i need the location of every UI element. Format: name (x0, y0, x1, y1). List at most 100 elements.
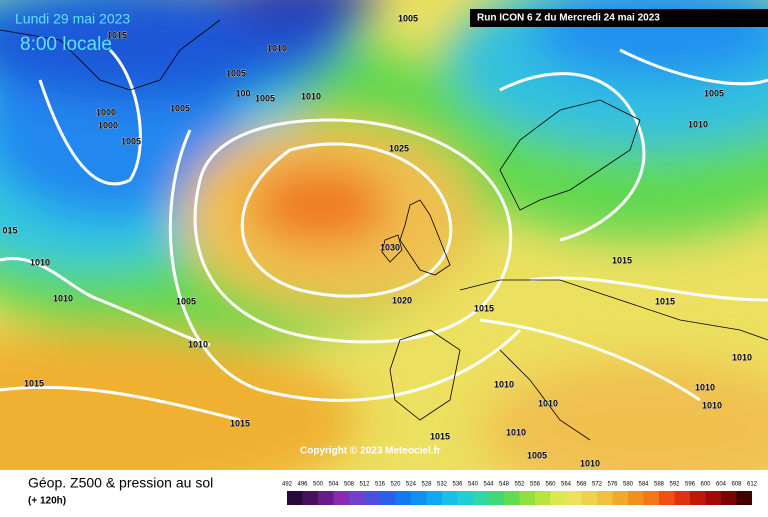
colorbar-swatch (457, 491, 473, 505)
colorbar-swatch (612, 491, 628, 505)
colorbar-label: 516 (375, 482, 386, 488)
colorbar-swatch (736, 491, 752, 505)
colorbar-label: 508 (344, 482, 355, 488)
isobar-label: 1010 (30, 257, 50, 267)
isobar-label: 1000 (98, 120, 118, 130)
colorbar-swatch (442, 491, 458, 505)
colorbar-label: 600 (700, 482, 711, 488)
isobar-label: 1010 (702, 400, 722, 410)
colorbar-label: 528 (421, 482, 432, 488)
colorbar-swatch (581, 491, 597, 505)
isobar-label: 1010 (732, 352, 752, 362)
colorbar-swatch (643, 491, 659, 505)
colorbar-label: 568 (576, 482, 587, 488)
date: Lundi 29 mai 2023 (15, 11, 130, 27)
colorbar: 492 496 500 504 508 512 516 520 524 528 532 536 540 5… (282, 482, 758, 505)
isobar-label: 1005 (170, 103, 190, 113)
colorbar-swatch (411, 491, 427, 505)
colorbar-label: 592 (669, 482, 680, 488)
colorbar-label: 540 (468, 482, 479, 488)
isobar-label: 1010 (53, 293, 73, 303)
colorbar-label: 556 (530, 482, 541, 488)
isobar-label: 1005 (176, 296, 196, 306)
colorbar-label: 584 (638, 482, 649, 488)
isobar-label: 1015 (107, 30, 127, 40)
isobar-label: 1005 (121, 136, 141, 146)
colorbar-label: 608 (731, 482, 742, 488)
colorbar-swatch (318, 491, 334, 505)
colorbar-swatch (504, 491, 520, 505)
colorbar-label: 596 (685, 482, 696, 488)
colorbar-swatch (302, 491, 318, 505)
time: 8:00 locale (20, 34, 112, 55)
isobar-label: 1015 (474, 303, 494, 313)
isobar-label: 100 (235, 88, 250, 98)
isobar-label: 1010 (506, 427, 526, 437)
colorbar-swatch (333, 491, 349, 505)
colorbar-swatch (597, 491, 613, 505)
isobar-label: 1005 (255, 93, 275, 103)
colorbar-swatch (690, 491, 706, 505)
colorbar-label: 576 (607, 482, 618, 488)
colorbar-label: 544 (483, 482, 494, 488)
legend-title: Géop. Z500 & pression au sol (28, 475, 213, 491)
colorbar-label: 548 (499, 482, 510, 488)
colorbar-swatch (659, 491, 675, 505)
colorbar-swatch (287, 491, 303, 505)
isobar-label: 1030 (380, 242, 400, 252)
colorbar-swatch (519, 491, 535, 505)
isobar-label: 1005 (398, 13, 418, 23)
isobar-label: 1010 (301, 91, 321, 101)
isobars (0, 48, 768, 422)
isobar-label: 1005 (226, 68, 246, 78)
colorbar-label: 520 (390, 482, 401, 488)
isobar-label: 1015 (230, 418, 250, 428)
coastlines (0, 19, 768, 441)
colorbar-swatch (488, 491, 504, 505)
colorbar-swatch (426, 491, 442, 505)
colorbar-label: 532 (437, 482, 448, 488)
colorbar-label: 552 (514, 482, 525, 488)
colorbar-swatch (380, 491, 396, 505)
colorbar-label: 492 (282, 482, 293, 488)
colorbar-swatch (349, 491, 365, 505)
run-box (470, 9, 768, 27)
isobar-label: 1020 (392, 295, 412, 305)
colorbar-label: 560 (545, 482, 556, 488)
colorbar-label: 524 (406, 482, 417, 488)
isobar-label: 1015 (430, 431, 450, 441)
colorbar-label: 512 (359, 482, 370, 488)
colorbar-label: 504 (328, 482, 339, 488)
colorbar-label: 580 (623, 482, 634, 488)
colorbar-swatch (721, 491, 737, 505)
colorbar-swatch (705, 491, 721, 505)
colorbar-label: 536 (452, 482, 463, 488)
run: Run ICON 6 Z du Mercredi 24 mai 2023 (477, 13, 660, 24)
colorbar-label: 496 (297, 482, 308, 488)
colorbar-swatch (674, 491, 690, 505)
colorbar-swatch (566, 491, 582, 505)
isobar-label: 1025 (389, 143, 409, 153)
colorbar-swatch (364, 491, 380, 505)
isobar-label: 1010 (695, 382, 715, 392)
colorbar-swatch (550, 491, 566, 505)
isobar-label: 1010 (267, 43, 287, 53)
isobar-label: 1015 (24, 378, 44, 388)
isobar-label: 1010 (188, 339, 208, 349)
colorbar-label: 612 (747, 482, 758, 488)
isobar-label: 1005 (704, 88, 724, 98)
colorbar-swatch (628, 491, 644, 505)
isobar-label: 1000 (96, 107, 116, 117)
copyright: Copyright © 2023 Meteociel.fr (300, 446, 441, 457)
colorbar-label: 564 (561, 482, 572, 488)
isobar-label: 1005 (527, 450, 547, 460)
colorbar-label: 604 (716, 482, 727, 488)
isobar-label: 015 (2, 225, 17, 235)
colorbar-label: 572 (592, 482, 603, 488)
colorbar-label: 588 (654, 482, 665, 488)
colorbar-label: 500 (313, 482, 324, 488)
